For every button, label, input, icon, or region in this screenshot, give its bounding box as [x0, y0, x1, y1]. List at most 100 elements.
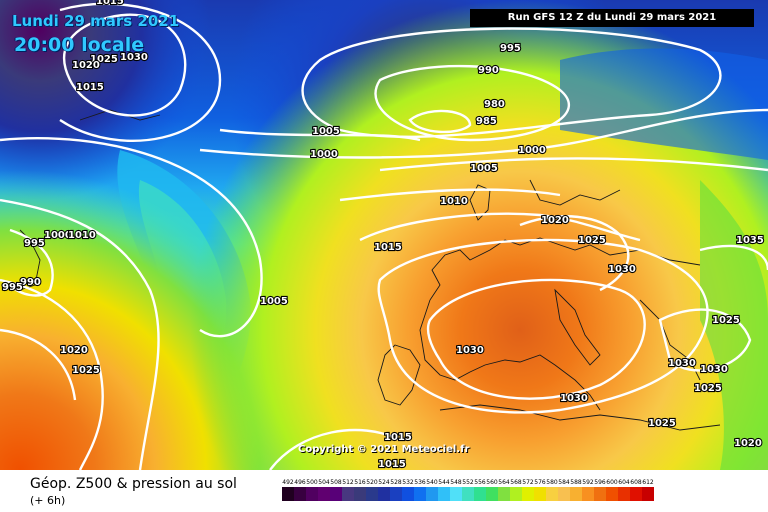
isobar-label: 1030 [668, 358, 696, 369]
scale-swatch [462, 487, 474, 501]
scale-step: 556 [474, 478, 486, 501]
isobar-label: 1005 [312, 126, 340, 137]
scale-step: 508 [330, 478, 342, 501]
isobar-label: 980 [484, 99, 505, 110]
scale-swatch [606, 487, 618, 501]
scale-step: 596 [594, 478, 606, 501]
north-blue-shade [560, 48, 768, 160]
scale-step: 580 [546, 478, 558, 501]
coastlines [19, 109, 721, 431]
scale-swatch [426, 487, 438, 501]
scale-swatch [474, 487, 486, 501]
scale-step: 588 [570, 478, 582, 501]
east-green-shade [700, 180, 768, 470]
isobar-label: 1025 [72, 365, 100, 376]
model-run-info: Run GFS 12 Z du Lundi 29 mars 2021 [470, 9, 754, 27]
isobar-1020-mid [519, 215, 630, 292]
scale-value-label: 580 [546, 479, 558, 486]
isobar-label: 1025 [648, 418, 676, 429]
isobar-label: 1000 [310, 149, 338, 160]
scale-value-label: 528 [390, 479, 402, 486]
scale-step: 568 [510, 478, 522, 501]
isobar-label: 1030 [456, 345, 484, 356]
scale-value-label: 508 [330, 479, 342, 486]
scale-value-label: 504 [318, 479, 330, 486]
scale-swatch [330, 487, 342, 501]
scale-value-label: 604 [618, 479, 630, 486]
scale-value-label: 584 [558, 479, 570, 486]
scale-value-label: 544 [438, 479, 450, 486]
scale-swatch [318, 487, 330, 501]
scale-value-label: 572 [522, 479, 534, 486]
scale-step: 592 [582, 478, 594, 501]
scale-value-label: 608 [630, 479, 642, 486]
isobar-1025-nw [62, 13, 187, 117]
coast-balkans [639, 299, 701, 381]
scale-step: 528 [390, 478, 402, 501]
scale-step: 584 [558, 478, 570, 501]
isobar-label: 1005 [470, 163, 498, 174]
isobar-label: 1025 [90, 54, 118, 65]
scale-step: 576 [534, 478, 546, 501]
scale-step: 516 [354, 478, 366, 501]
isobar-label: 1020 [541, 215, 569, 226]
scale-step: 496 [294, 478, 306, 501]
scale-swatch [282, 487, 294, 501]
scale-step: 492 [282, 478, 294, 501]
scale-swatch [510, 487, 522, 501]
isobar-labels: 1015 1025 1030 1020 1015 995 990 980 985… [1, 0, 765, 470]
isobar-label: 1015 [76, 82, 104, 93]
scale-swatch [486, 487, 498, 501]
coast-north-europe [429, 237, 701, 301]
isobar-label: 1030 [700, 364, 728, 375]
isobar-1015-south [269, 428, 401, 470]
scale-step: 604 [618, 478, 630, 501]
scale-value-label: 548 [450, 479, 462, 486]
scale-value-label: 600 [606, 479, 618, 486]
isobar-980 [408, 109, 472, 134]
scale-swatch [594, 487, 606, 501]
scale-swatch [630, 487, 642, 501]
isobar-label: 990 [478, 65, 499, 76]
scale-step: 600 [606, 478, 618, 501]
scale-swatch [342, 487, 354, 501]
z500-field-svg: 1015 1025 1030 1020 1015 995 990 980 985… [0, 0, 768, 470]
scale-value-label: 568 [510, 479, 522, 486]
scale-value-label: 496 [294, 479, 306, 486]
scale-value-label: 536 [414, 479, 426, 486]
isobar-label: 985 [476, 116, 497, 127]
coast-south-europe [419, 299, 601, 411]
isobar-1010 [339, 188, 561, 202]
z500-color-scale: 492 496 500 504 508 512 516 520 524 528 532 536 540 5… [282, 478, 654, 501]
isobar-label: 1030 [608, 264, 636, 275]
scale-step: 564 [498, 478, 510, 501]
isobar-1015-nw [59, 2, 222, 142]
scale-step: 540 [426, 478, 438, 501]
isobar-1015-west [0, 278, 104, 470]
isobar-990-west [9, 228, 54, 297]
isobar-995 [301, 27, 722, 138]
scale-swatch [366, 487, 378, 501]
scale-swatch [642, 487, 654, 501]
scale-swatch [582, 487, 594, 501]
isobar-label: 1010 [68, 230, 96, 241]
scale-swatch [390, 487, 402, 501]
scale-swatch [402, 487, 414, 501]
scale-value-label: 520 [366, 479, 378, 486]
isobar-label: 1025 [712, 315, 740, 326]
scale-step: 512 [342, 478, 354, 501]
isobar-1010-west [0, 198, 160, 470]
scale-value-label: 516 [354, 479, 366, 486]
isobar-label: 1000 [44, 230, 72, 241]
copyright-notice: Copyright © 2021 Meteociel.fr [298, 444, 470, 455]
isobar-1005-north [219, 128, 421, 142]
scale-step: 520 [366, 478, 378, 501]
isobar-label: 1010 [440, 196, 468, 207]
coast-north-africa [439, 404, 721, 431]
isobar-label: 1025 [578, 235, 606, 246]
scale-value-label: 592 [582, 479, 594, 486]
scale-value-label: 588 [570, 479, 582, 486]
isobar-1025-europe [377, 238, 709, 414]
scale-swatch [414, 487, 426, 501]
